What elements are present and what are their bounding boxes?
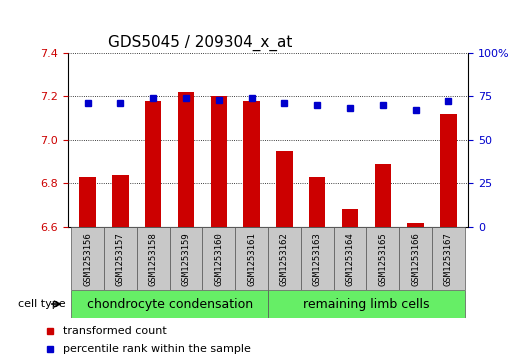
Bar <box>367 227 399 290</box>
Bar <box>71 227 104 290</box>
Bar <box>301 227 334 290</box>
Text: remaining limb cells: remaining limb cells <box>303 298 430 310</box>
Text: GSM1253165: GSM1253165 <box>378 232 388 286</box>
Bar <box>268 227 301 290</box>
Bar <box>211 96 227 227</box>
Text: GSM1253166: GSM1253166 <box>411 232 420 286</box>
Bar <box>104 227 137 290</box>
Text: cell type: cell type <box>18 299 66 309</box>
Text: GSM1253159: GSM1253159 <box>181 232 190 286</box>
Text: GSM1253167: GSM1253167 <box>444 232 453 286</box>
Bar <box>235 227 268 290</box>
Bar <box>432 227 465 290</box>
Bar <box>276 151 293 227</box>
Text: GSM1253162: GSM1253162 <box>280 232 289 286</box>
Bar <box>112 175 129 227</box>
Text: chondrocyte condensation: chondrocyte condensation <box>87 298 253 310</box>
Bar <box>71 290 268 318</box>
Bar <box>309 177 325 227</box>
Bar <box>145 101 162 227</box>
Bar <box>399 227 432 290</box>
Bar <box>169 227 202 290</box>
Text: GDS5045 / 209304_x_at: GDS5045 / 209304_x_at <box>108 35 292 51</box>
Bar <box>342 209 358 227</box>
Bar <box>202 227 235 290</box>
Bar <box>178 92 194 227</box>
Bar <box>243 101 260 227</box>
Bar <box>137 227 169 290</box>
Text: GSM1253160: GSM1253160 <box>214 232 223 286</box>
Text: GSM1253161: GSM1253161 <box>247 232 256 286</box>
Bar <box>440 114 457 227</box>
Text: GSM1253157: GSM1253157 <box>116 232 125 286</box>
Text: transformed count: transformed count <box>63 326 167 336</box>
Bar <box>374 164 391 227</box>
Text: GSM1253163: GSM1253163 <box>313 232 322 286</box>
Text: percentile rank within the sample: percentile rank within the sample <box>63 344 251 354</box>
Bar <box>268 290 465 318</box>
Bar <box>334 227 367 290</box>
Text: GSM1253158: GSM1253158 <box>149 232 158 286</box>
Text: GSM1253156: GSM1253156 <box>83 232 92 286</box>
Text: GSM1253164: GSM1253164 <box>346 232 355 286</box>
Bar <box>407 223 424 227</box>
Bar <box>79 177 96 227</box>
